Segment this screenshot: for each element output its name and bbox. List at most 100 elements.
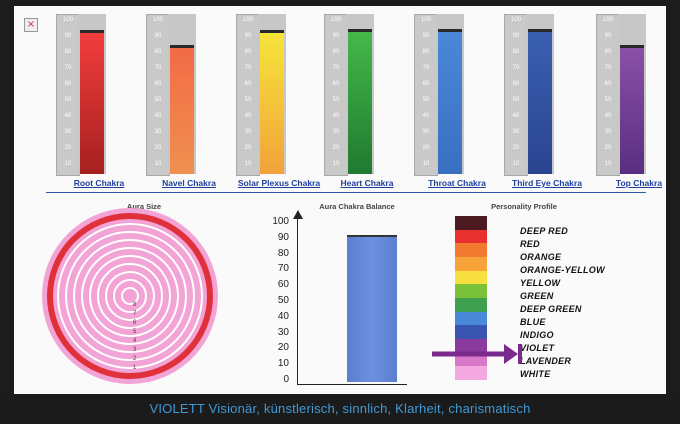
chakra-column: 100 90 80 70 60 50 40 30 20 10 Solar Plexus Chakra bbox=[234, 14, 324, 196]
scale-tick-label: 40 bbox=[154, 113, 162, 119]
chakra-label[interactable]: Third Eye Chakra bbox=[512, 178, 582, 188]
chakra-track bbox=[436, 14, 464, 174]
scale-tick-label: 70 bbox=[64, 65, 72, 71]
status-bar: VIOLETT Visionär, künstlerisch, sinnlich… bbox=[0, 394, 680, 424]
personality-label: RED bbox=[520, 239, 540, 249]
aura-outer-disc bbox=[42, 208, 218, 384]
aura-balance-title: Aura Chakra Balance bbox=[319, 202, 395, 211]
y-tick-label: 40 bbox=[277, 310, 289, 322]
color-band bbox=[455, 243, 487, 257]
scale-tick-label: 50 bbox=[154, 97, 162, 103]
personality-label: WHITE bbox=[520, 369, 551, 379]
y-axis bbox=[297, 218, 298, 384]
scale-tick-label: 50 bbox=[64, 97, 72, 103]
status-description: VIOLETT Visionär, künstlerisch, sinnlich… bbox=[149, 401, 531, 416]
scale-tick-label: 10 bbox=[244, 161, 252, 167]
scale-tick-label: 30 bbox=[604, 129, 612, 135]
y-tick-label: 20 bbox=[277, 342, 289, 354]
scale-tick-label: 10 bbox=[64, 161, 72, 167]
scale-tick-label: 80 bbox=[154, 49, 162, 55]
scale-tick-label: 20 bbox=[512, 145, 520, 151]
aura-ring bbox=[65, 231, 195, 361]
aura-size-title: Aura Size bbox=[126, 202, 162, 211]
aura-ring-label: 4 bbox=[133, 338, 137, 344]
chakra-fill-bar bbox=[80, 30, 104, 174]
scale-tick-label: 100 bbox=[62, 17, 73, 23]
aura-size-target: 8 7 6 5 4 3 2 1 bbox=[42, 208, 218, 384]
color-band bbox=[455, 270, 487, 285]
scale-tick-label: 40 bbox=[244, 113, 252, 119]
personality-label: ORANGE-YELLOW bbox=[520, 265, 605, 275]
scale-tick-label: 80 bbox=[244, 49, 252, 55]
scale-tick-label: 20 bbox=[64, 145, 72, 151]
aura-ring bbox=[89, 255, 171, 337]
close-icon[interactable]: × bbox=[24, 18, 38, 32]
scale-tick-label: 40 bbox=[332, 113, 340, 119]
scale-tick-label: 60 bbox=[332, 81, 340, 87]
scale-tick-label: 50 bbox=[512, 97, 520, 103]
aura-ring-label: 1 bbox=[133, 365, 137, 371]
color-band bbox=[455, 311, 487, 326]
scale-tick-label: 30 bbox=[422, 129, 430, 135]
aura-ring-label: 7 bbox=[133, 311, 137, 317]
chakra-track bbox=[258, 14, 286, 174]
scale-tick-label: 90 bbox=[244, 33, 252, 39]
personality-label: GREEN bbox=[520, 291, 554, 301]
chakra-scale: 100 90 80 70 60 50 40 30 20 10 bbox=[504, 14, 528, 176]
personality-label: LAVENDER bbox=[520, 356, 572, 366]
scale-tick-label: 20 bbox=[244, 145, 252, 151]
scale-tick-label: 80 bbox=[512, 49, 520, 55]
personality-color-scale bbox=[455, 216, 487, 380]
section-divider bbox=[46, 192, 646, 193]
selected-arrow-icon bbox=[432, 344, 522, 364]
scale-tick-label: 60 bbox=[604, 81, 612, 87]
chakra-fill-bar bbox=[348, 28, 372, 174]
chakra-fill-bar bbox=[260, 30, 284, 174]
scale-tick-label: 30 bbox=[244, 129, 252, 135]
scale-tick-label: 90 bbox=[332, 33, 340, 39]
scale-tick-label: 50 bbox=[422, 97, 430, 103]
scale-tick-label: 10 bbox=[604, 161, 612, 167]
aura-ring-label: 8 bbox=[133, 302, 137, 308]
scale-tick-label: 20 bbox=[332, 145, 340, 151]
aura-ring bbox=[81, 247, 179, 345]
color-band bbox=[455, 297, 487, 312]
scale-tick-label: 60 bbox=[244, 81, 252, 87]
aura-ring-label: 6 bbox=[133, 320, 137, 326]
scale-tick-label: 20 bbox=[422, 145, 430, 151]
scale-tick-label: 90 bbox=[512, 33, 520, 39]
chakra-label[interactable]: Top Chakra bbox=[615, 178, 663, 188]
scale-tick-label: 30 bbox=[64, 129, 72, 135]
personality-label: INDIGO bbox=[520, 330, 554, 340]
chakra-column: 100 90 80 70 60 50 40 30 20 10 Navel Chakra bbox=[144, 14, 234, 196]
scale-tick-label: 20 bbox=[604, 145, 612, 151]
scale-tick-label: 70 bbox=[604, 65, 612, 71]
chakra-label[interactable]: Solar Plexus Chakra bbox=[237, 178, 321, 188]
y-tick-label: 100 bbox=[272, 216, 289, 227]
aura-ring-label: 2 bbox=[133, 356, 137, 362]
chakra-label[interactable]: Root Chakra bbox=[73, 178, 125, 188]
chakra-label[interactable]: Heart Chakra bbox=[340, 178, 394, 188]
color-band bbox=[455, 229, 487, 244]
color-band bbox=[455, 256, 487, 271]
chakra-track bbox=[526, 14, 554, 174]
chakra-label[interactable]: Navel Chakra bbox=[162, 178, 216, 188]
scale-tick-label: 40 bbox=[604, 113, 612, 119]
scale-tick-label: 10 bbox=[512, 161, 520, 167]
color-band bbox=[455, 216, 487, 230]
scale-tick-label: 60 bbox=[512, 81, 520, 87]
scale-tick-label: 80 bbox=[64, 49, 72, 55]
chakra-label[interactable]: Throat Chakra bbox=[428, 178, 486, 188]
y-tick-label: 50 bbox=[277, 295, 289, 306]
scale-tick-label: 10 bbox=[422, 161, 430, 167]
y-tick-label: 90 bbox=[277, 231, 289, 243]
scale-tick-label: 90 bbox=[154, 33, 162, 39]
personality-label: ORANGE bbox=[520, 252, 562, 262]
personality-label: DEEP RED bbox=[520, 226, 569, 236]
personality-title: Personality Profile bbox=[491, 202, 557, 211]
scale-tick-label: 60 bbox=[154, 81, 162, 87]
aura-ring bbox=[121, 287, 139, 305]
personality-label: VIOLET bbox=[520, 343, 555, 353]
aura-ring-label: 3 bbox=[133, 347, 137, 353]
scale-tick-label: 80 bbox=[332, 49, 340, 55]
